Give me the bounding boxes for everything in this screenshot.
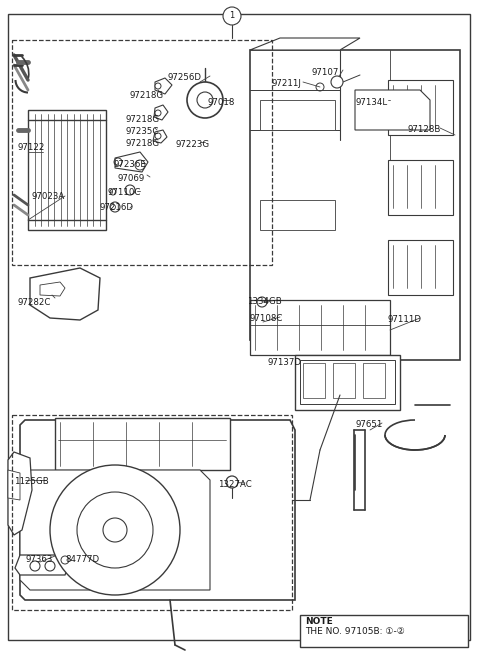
Text: 97363: 97363	[25, 555, 52, 564]
Text: 97137D: 97137D	[268, 358, 302, 367]
Polygon shape	[30, 268, 100, 320]
Polygon shape	[154, 105, 168, 120]
Text: 97023A: 97023A	[32, 192, 65, 201]
Text: 97223G: 97223G	[175, 140, 209, 149]
Text: 97282C: 97282C	[18, 298, 51, 307]
Polygon shape	[260, 200, 335, 230]
Polygon shape	[8, 470, 20, 500]
Bar	[388, 80, 453, 135]
Circle shape	[155, 133, 161, 139]
Text: 97216D: 97216D	[100, 203, 134, 212]
Text: 97134L: 97134L	[355, 98, 387, 107]
Text: 1327AC: 1327AC	[218, 480, 252, 489]
Bar	[333, 363, 355, 398]
Circle shape	[331, 76, 343, 88]
Polygon shape	[15, 555, 70, 575]
Circle shape	[155, 110, 161, 116]
Text: 1: 1	[229, 12, 235, 20]
Text: 97108C: 97108C	[249, 314, 282, 323]
Bar	[12, 415, 292, 610]
Polygon shape	[153, 130, 167, 143]
Text: 97218G: 97218G	[125, 115, 159, 124]
Circle shape	[187, 82, 223, 118]
Text: 97107: 97107	[312, 68, 339, 77]
Polygon shape	[20, 420, 295, 600]
Bar	[388, 160, 453, 215]
Text: THE NO. 97105B: ①-②: THE NO. 97105B: ①-②	[305, 627, 405, 636]
Polygon shape	[115, 152, 148, 172]
Text: 97110C: 97110C	[108, 188, 142, 197]
Polygon shape	[40, 282, 65, 296]
Text: 97218G: 97218G	[125, 139, 159, 148]
Text: 97256D: 97256D	[168, 73, 202, 82]
Text: 97218G: 97218G	[130, 91, 164, 100]
Polygon shape	[355, 90, 430, 130]
Text: 97128B: 97128B	[408, 125, 442, 134]
Circle shape	[50, 465, 180, 595]
Polygon shape	[250, 50, 460, 360]
Bar	[295, 355, 400, 410]
Text: 97122: 97122	[18, 143, 46, 152]
Polygon shape	[155, 78, 172, 94]
Text: 1334GB: 1334GB	[247, 297, 282, 306]
Circle shape	[155, 83, 161, 89]
Text: 97069: 97069	[118, 174, 145, 183]
Bar	[12, 40, 272, 265]
Polygon shape	[8, 452, 32, 535]
Bar	[303, 363, 325, 398]
Polygon shape	[250, 38, 360, 50]
Text: 97236E: 97236E	[113, 160, 146, 169]
Text: NOTE: NOTE	[305, 617, 333, 626]
Bar	[55, 418, 230, 470]
Text: 97018: 97018	[208, 98, 235, 107]
Circle shape	[110, 204, 116, 210]
Bar	[388, 240, 453, 295]
Circle shape	[103, 518, 127, 542]
Circle shape	[226, 476, 238, 488]
Text: 84777D: 84777D	[65, 555, 99, 564]
Bar	[300, 360, 395, 404]
Text: 97651: 97651	[355, 420, 383, 429]
Circle shape	[77, 492, 153, 568]
Polygon shape	[20, 470, 210, 590]
Polygon shape	[260, 100, 335, 130]
Bar	[363, 363, 385, 398]
Bar	[250, 300, 390, 355]
Text: 1125GB: 1125GB	[14, 477, 49, 486]
Bar	[300, 615, 468, 647]
Text: 97211J: 97211J	[272, 79, 302, 88]
Text: 97111D: 97111D	[388, 315, 422, 324]
Text: 97235C: 97235C	[125, 127, 158, 136]
Bar	[28, 110, 106, 230]
Circle shape	[197, 92, 213, 108]
Circle shape	[223, 7, 241, 25]
